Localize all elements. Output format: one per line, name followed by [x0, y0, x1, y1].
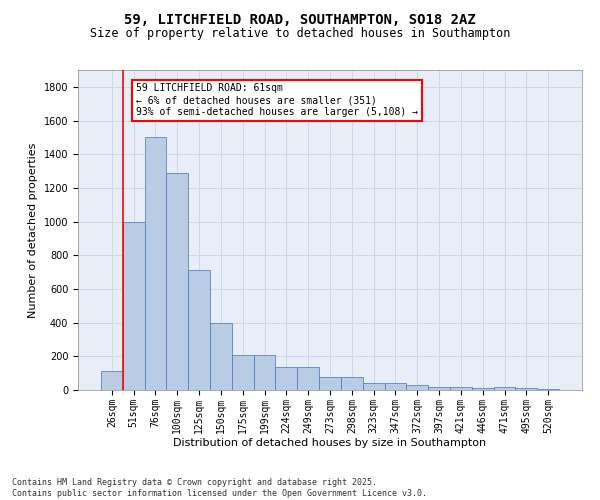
Bar — [363, 384, 385, 390]
Bar — [472, 388, 494, 390]
Bar — [145, 138, 166, 390]
Bar — [101, 372, 123, 390]
Bar — [188, 270, 210, 390]
Bar — [123, 222, 145, 390]
Bar — [341, 378, 363, 390]
Bar — [494, 388, 515, 390]
Bar — [254, 354, 275, 390]
Bar — [275, 368, 297, 390]
Bar — [537, 389, 559, 390]
Bar — [232, 354, 254, 390]
Bar — [428, 387, 450, 390]
Bar — [210, 322, 232, 390]
Y-axis label: Number of detached properties: Number of detached properties — [28, 142, 38, 318]
Bar — [297, 368, 319, 390]
Text: 59 LITCHFIELD ROAD: 61sqm
← 6% of detached houses are smaller (351)
93% of semi-: 59 LITCHFIELD ROAD: 61sqm ← 6% of detach… — [136, 84, 418, 116]
Text: Contains HM Land Registry data © Crown copyright and database right 2025.
Contai: Contains HM Land Registry data © Crown c… — [12, 478, 427, 498]
Bar — [450, 388, 472, 390]
Bar — [515, 388, 537, 390]
Text: Size of property relative to detached houses in Southampton: Size of property relative to detached ho… — [90, 28, 510, 40]
Bar — [166, 172, 188, 390]
Text: 59, LITCHFIELD ROAD, SOUTHAMPTON, SO18 2AZ: 59, LITCHFIELD ROAD, SOUTHAMPTON, SO18 2… — [124, 12, 476, 26]
X-axis label: Distribution of detached houses by size in Southampton: Distribution of detached houses by size … — [173, 438, 487, 448]
Bar — [406, 385, 428, 390]
Bar — [385, 384, 406, 390]
Bar — [319, 378, 341, 390]
